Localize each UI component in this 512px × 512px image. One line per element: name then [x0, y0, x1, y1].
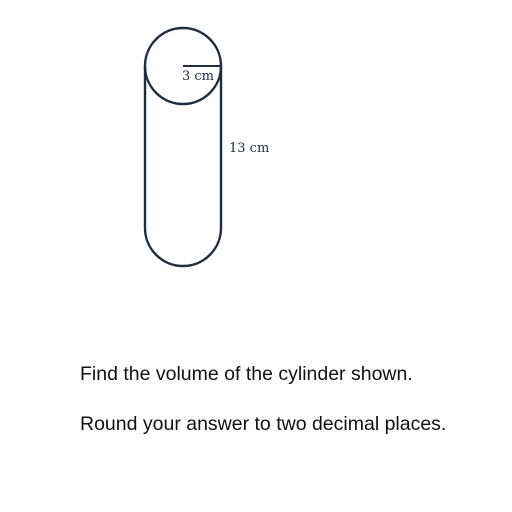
height-label: 13 cm	[229, 141, 269, 156]
radius-label: 3 cm	[182, 69, 214, 84]
rounding-instruction: Round your answer to two decimal places.	[80, 413, 447, 435]
cylinder-svg: 3 cm 13 cm	[143, 26, 269, 268]
cylinder-body	[143, 66, 223, 268]
question-text: Find the volume of the cylinder shown.	[80, 363, 413, 385]
cylinder-diagram: 3 cm 13 cm	[143, 26, 269, 268]
